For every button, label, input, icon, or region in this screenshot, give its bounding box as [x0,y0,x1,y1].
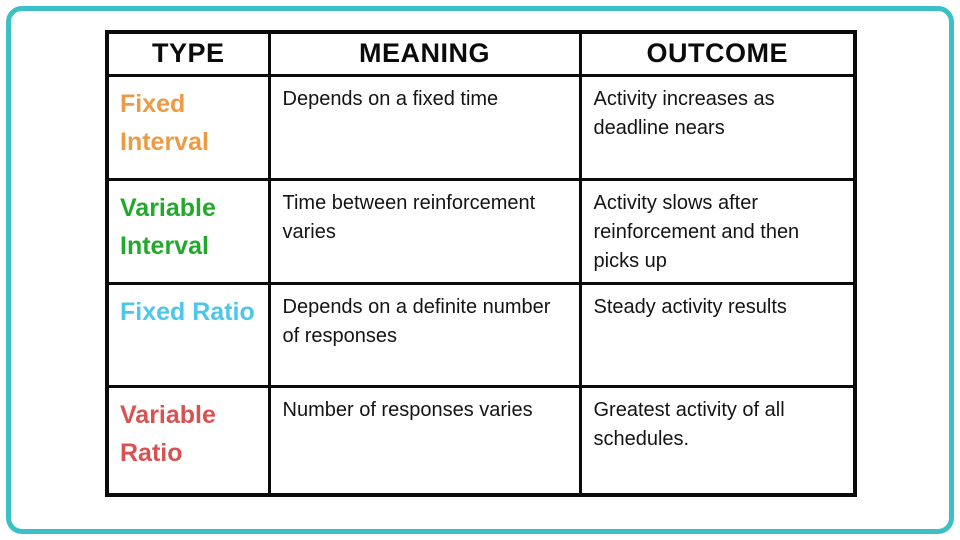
table-row-fixed-interval: Fixed Interval Depends on a fixed time A… [105,73,857,181]
column-header-outcome: OUTCOME [578,30,857,77]
column-header-type: TYPE [105,30,271,77]
outcome-text-fixed-interval: Activity increases as deadline nears [578,73,857,181]
table-row-variable-interval: Variable Interval Time between reinforce… [105,177,857,285]
type-label-fixed-ratio: Fixed Ratio [105,281,271,388]
table-row-fixed-ratio: Fixed Ratio Depends on a definite number… [105,281,857,388]
meaning-text-variable-interval: Time between reinforcement varies [267,177,582,285]
outcome-text-fixed-ratio: Steady activity results [578,281,857,388]
column-header-meaning: MEANING [267,30,582,77]
outcome-text-variable-ratio: Greatest activity of all schedules. [578,384,857,497]
meaning-text-fixed-interval: Depends on a fixed time [267,73,582,181]
type-label-variable-interval: Variable Interval [105,177,271,285]
meaning-text-variable-ratio: Number of responses varies [267,384,582,497]
type-label-fixed-interval: Fixed Interval [105,73,271,181]
outcome-text-variable-interval: Activity slows after reinforcement and t… [578,177,857,285]
table-header-row: TYPE MEANING OUTCOME [105,30,857,77]
reinforcement-schedules-table: TYPE MEANING OUTCOME Fixed Interval Depe… [105,30,857,497]
type-label-variable-ratio: Variable Ratio [105,384,271,497]
meaning-text-fixed-ratio: Depends on a definite number of response… [267,281,582,388]
table-row-variable-ratio: Variable Ratio Number of responses varie… [105,384,857,497]
